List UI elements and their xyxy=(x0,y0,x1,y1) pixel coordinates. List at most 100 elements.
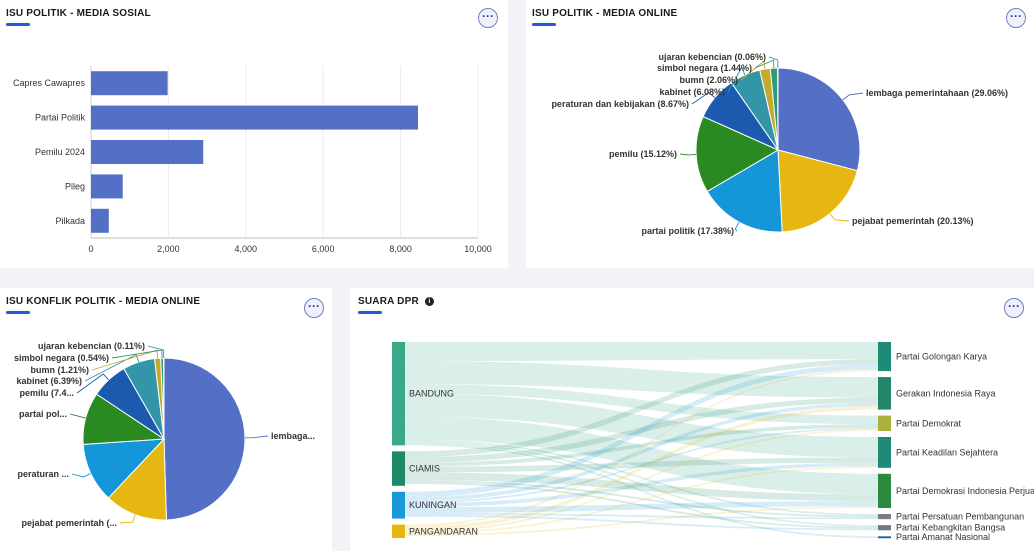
slice-label: lembaga... xyxy=(271,431,315,441)
sankey-link xyxy=(405,359,878,458)
sankey-target-node xyxy=(878,415,891,431)
panel-title: ISU POLITIK - MEDIA ONLINE xyxy=(532,8,678,19)
label-leader-line xyxy=(754,59,775,69)
more-options-button[interactable]: ··· xyxy=(304,298,324,318)
sankey-target-node xyxy=(878,525,891,531)
sankey-link xyxy=(405,424,878,467)
sankey-link xyxy=(405,501,878,513)
sankey-target-label: Partai Amanat Nasional xyxy=(896,532,990,542)
slice-label: kabinet (6.08%) xyxy=(659,87,725,97)
title-accent xyxy=(6,23,30,26)
sankey-source-node xyxy=(392,491,405,519)
sankey-link xyxy=(405,439,878,516)
slice-label: ujaran kebencian (0.11%) xyxy=(38,341,145,351)
sankey-target-label: Partai Demokrat xyxy=(896,418,962,428)
sankey-chart-suara-dpr: BANDUNG CIAMIS KUNINGAN PANGANDARAN Partai G… xyxy=(392,342,1034,542)
pie-slice xyxy=(695,115,780,193)
slice-label: bumn (2.06%) xyxy=(679,75,738,85)
sankey-link xyxy=(405,457,878,473)
sankey-target-node xyxy=(878,437,891,468)
y-category-label: Partai Politik xyxy=(35,113,86,123)
sankey-link xyxy=(405,397,878,463)
sankey-link xyxy=(405,480,878,518)
label-leader-line xyxy=(842,92,864,101)
more-options-button[interactable]: ··· xyxy=(1004,298,1024,318)
label-leader-line xyxy=(691,91,716,105)
x-tick-label: 2,000 xyxy=(157,244,180,254)
label-leader-line xyxy=(91,349,159,371)
y-category-label: Capres Cawapres xyxy=(13,78,86,88)
label-leader-line xyxy=(679,153,697,156)
sankey-link xyxy=(405,506,878,537)
y-category-label: Pilkada xyxy=(55,216,85,226)
sankey-target-node xyxy=(878,536,891,539)
sankey-source-label: BANDUNG xyxy=(409,389,454,399)
label-leader-line xyxy=(829,213,850,222)
bar xyxy=(91,105,419,130)
more-options-button[interactable]: ··· xyxy=(478,8,498,28)
sankey-target-label: Partai Keadilan Sejahtera xyxy=(896,447,998,457)
sankey-link xyxy=(405,427,878,504)
bar xyxy=(91,208,109,233)
sankey-source-node xyxy=(392,342,405,446)
slice-label: pemilu (7.4... xyxy=(19,388,74,398)
sankey-source-label: KUNINGAN xyxy=(409,500,457,510)
slice-label: partai politik (17.38%) xyxy=(641,226,734,236)
panel-konflik-politik: ISU KONFLIK POLITIK - MEDIA ONLINE ··· l… xyxy=(0,288,332,551)
title-accent xyxy=(532,23,556,26)
pie-slice xyxy=(163,357,246,521)
panel-suara-dpr: SUARA DPR i ··· BANDUNG CIAMIS KUNINGAN PANG… xyxy=(350,288,1034,551)
panel-media-online: ISU POLITIK - MEDIA ONLINE ··· lembaga p… xyxy=(526,0,1034,268)
sankey-link xyxy=(405,402,878,502)
sankey-link xyxy=(405,472,878,502)
label-leader-line xyxy=(111,349,163,359)
sankey-link xyxy=(405,481,878,529)
y-category-label: Pileg xyxy=(65,181,85,191)
sankey-link xyxy=(405,369,878,527)
x-tick-label: 6,000 xyxy=(312,244,335,254)
label-leader-line xyxy=(740,60,766,81)
sankey-link xyxy=(405,393,878,458)
sankey-link xyxy=(405,443,878,538)
y-category-label: Pemilu 2024 xyxy=(35,147,85,157)
title-accent xyxy=(6,311,30,314)
pie-slice xyxy=(777,149,858,233)
x-tick-label: 4,000 xyxy=(235,244,258,254)
sankey-target-label: Gerakan Indonesia Raya xyxy=(896,388,996,398)
more-options-button[interactable]: ··· xyxy=(1006,8,1026,28)
panel-title: SUARA DPR xyxy=(358,296,419,307)
pie-slice xyxy=(82,438,166,499)
label-leader-line xyxy=(147,345,165,359)
sankey-target-node xyxy=(878,514,891,520)
slice-label: pemilu (15.12%) xyxy=(609,149,677,159)
sankey-link xyxy=(405,466,878,535)
bar xyxy=(91,140,204,164)
label-leader-line xyxy=(244,435,269,439)
x-tick-label: 0 xyxy=(88,244,93,254)
label-leader-line xyxy=(76,373,110,394)
sankey-link xyxy=(405,514,878,531)
label-leader-line xyxy=(119,514,136,524)
slice-label: pejabat pemerintah (20.13%) xyxy=(852,216,974,226)
pie-chart-konflik-politik: lembaga... pejabat pemerintah (... peratur… xyxy=(14,341,315,528)
info-icon[interactable]: i xyxy=(424,297,434,306)
slice-label: peraturan dan kebijakan (8.67%) xyxy=(551,99,689,109)
pie-slice xyxy=(107,437,167,521)
bar-chart-media-sosial: 0 2,000 4,000 6,000 8,000 10,000 Capres Cawapr… xyxy=(13,66,492,254)
slice-label: bumn (1.21%) xyxy=(30,365,89,375)
sankey-link xyxy=(405,512,878,520)
panel-title-wrap: SUARA DPR i xyxy=(358,296,434,307)
sankey-link xyxy=(405,342,878,362)
panel-media-sosial: ISU POLITIK - MEDIA SOSIAL ··· 0 2,000 4,0… xyxy=(0,0,508,268)
label-leader-line xyxy=(71,473,91,478)
sankey-link xyxy=(405,429,878,533)
label-leader-line xyxy=(69,413,86,419)
sankey-target-label: Partai Demokrasi Indonesia Perjuangan xyxy=(896,486,1034,496)
sankey-target-node xyxy=(878,342,891,372)
sankey-link xyxy=(405,364,878,498)
label-leader-line xyxy=(734,221,740,232)
sankey-target-node xyxy=(878,473,891,509)
sankey-target-label: Partai Persatuan Pembangunan xyxy=(896,512,1024,522)
slice-label: kabinet (6.39%) xyxy=(16,376,82,386)
sankey-source-node xyxy=(392,524,405,538)
